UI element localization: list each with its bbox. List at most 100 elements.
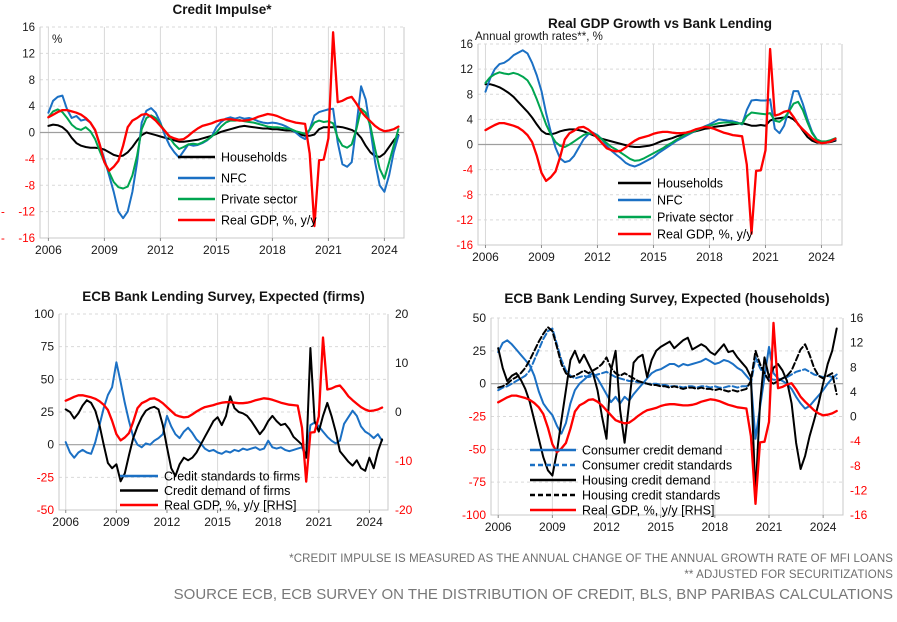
chart-title-bls-households: ECB Bank Lending Survey, Expected (house…: [504, 291, 830, 306]
y-axis-tick-label: -4: [25, 154, 36, 166]
x-axis-tick-label: 2015: [203, 243, 230, 257]
right-y-axis-tick-label: 8: [850, 360, 857, 374]
legend-label: Real GDP, %, y/y: [221, 214, 317, 228]
y-axis-tick-label: 8: [29, 75, 35, 87]
legend-label: Households: [657, 177, 723, 191]
y-axis-tick-label: -12: [456, 215, 473, 227]
series-line: [484, 71, 837, 162]
plot-border: [58, 314, 389, 511]
footer-notes: *CREDIT IMPULSE IS MEASURED AS THE ANNUA…: [174, 551, 893, 605]
y-axis-tick-label: -75: [469, 475, 487, 489]
series-line: [64, 361, 384, 459]
legend-label: Private sector: [221, 193, 297, 207]
right-y-axis-tick-label: 12: [850, 336, 864, 350]
x-axis-tick-label: 2006: [485, 520, 512, 534]
legend-label: NFC: [221, 172, 247, 186]
right-y-axis-tick-label: -12: [850, 483, 868, 497]
x-axis-tick-label: 2018: [696, 250, 723, 264]
y-axis-tick-label: 25: [41, 405, 55, 419]
right-y-axis-tick-label: -4: [850, 434, 861, 448]
right-y-axis-tick-label: 16: [850, 311, 864, 325]
x-axis-tick-label: 2012: [154, 515, 181, 529]
y-axis-tick-label: 12: [22, 48, 35, 60]
chart-title-gdp-vs-lending: Real GDP Growth vs Bank Lending: [547, 16, 773, 31]
right-y-axis-tick-label: -8: [850, 459, 861, 473]
x-axis-tick-label: 2012: [147, 243, 174, 257]
legend-label: Housing credit standards: [582, 489, 720, 503]
series-line: [497, 339, 838, 440]
y-axis-tick-label: -25: [37, 470, 55, 484]
y-axis-tick-label: 0: [479, 377, 486, 391]
y-axis-tick-label: -50: [37, 503, 55, 517]
edge-dash-artifact: -: [1, 233, 5, 245]
plot-border: [490, 318, 844, 516]
series-line: [47, 31, 400, 228]
chart-title-bls-firms: ECB Bank Lending Survey, Expected (firms…: [82, 289, 365, 304]
y-axis-tick-label: 75: [41, 340, 55, 354]
edge-dash-artifact: -: [1, 207, 5, 219]
y-axis-tick-label: 0: [467, 140, 473, 152]
right-y-axis-tick-label: -16: [850, 508, 868, 522]
y-axis-tick-label: 8: [467, 89, 473, 101]
chart-title-credit-impulse: Credit Impulse*: [172, 2, 272, 17]
y-axis-tick-label: -4: [463, 165, 474, 177]
legend-label: Real GDP, %, y/y [RHS]: [582, 504, 714, 518]
series-line: [484, 49, 837, 168]
series-line: [484, 83, 837, 148]
x-axis-tick-label: 2015: [204, 515, 231, 529]
series-line: [484, 47, 837, 235]
x-axis-tick-label: 2009: [539, 520, 566, 534]
y-axis-tick-label: 50: [41, 372, 55, 386]
bls-households-chart: 50 25 0 -25 -50 -75 -100 16 12 8 4 0 -4 -8 -12 -16 2006 2…: [462, 311, 868, 534]
y-axis-tick-label: -8: [25, 180, 35, 192]
x-axis-tick-label: 2015: [647, 520, 674, 534]
y-axis-tick-label: -100: [462, 508, 486, 522]
legend-label: Consumer credit demand: [582, 444, 722, 458]
y-axis-tick-label: -50: [469, 442, 487, 456]
y-axis-tick-label: 12: [460, 64, 473, 76]
y-axis-tick-label: -12: [18, 207, 35, 219]
x-axis-tick-label: 2018: [255, 515, 282, 529]
series-line: [47, 123, 400, 158]
x-axis-tick-label: 2021: [315, 243, 342, 257]
x-axis-tick-label: 2021: [752, 250, 779, 264]
x-axis-tick-label: 2012: [584, 250, 611, 264]
x-axis-tick-label: 2018: [259, 243, 286, 257]
panel-credit-impulse: Credit Impulse* 16 12 8 4 0 -4 -8 -12 -16 2006 200…: [0, 0, 420, 272]
x-axis-tick-label: 2015: [640, 250, 667, 264]
right-y-axis-tick-label: 20: [395, 307, 409, 321]
x-axis-tick-label: 2018: [701, 520, 728, 534]
x-axis-tick-label: 2012: [593, 520, 620, 534]
series-line: [64, 347, 384, 483]
x-axis-tick-label: 2024: [810, 520, 837, 534]
legend-label: NFC: [657, 194, 683, 208]
right-y-axis-tick-label: 0: [850, 410, 857, 424]
footnote-credit-impulse: *CREDIT IMPULSE IS MEASURED AS THE ANNUA…: [289, 553, 893, 565]
unit-label: %: [52, 34, 62, 46]
y-axis-tick-label: 16: [22, 22, 35, 34]
x-axis-tick-label: 2024: [371, 243, 398, 257]
y-axis-tick-label: 50: [473, 311, 487, 325]
x-axis-tick-label: 2024: [356, 515, 383, 529]
legend-label: Real GDP, %, y/y [RHS]: [164, 499, 296, 513]
y-axis-tick-label: 4: [467, 114, 474, 126]
y-axis-tick-label: 0: [47, 438, 54, 452]
y-axis-tick-label: -16: [18, 233, 35, 245]
x-axis-tick-label: 2009: [528, 250, 555, 264]
y-axis-tick-label: -8: [463, 190, 473, 202]
y-axis-tick-label: -16: [456, 240, 473, 252]
x-axis-tick-label: 2024: [808, 250, 835, 264]
x-axis-tick-label: 2021: [305, 515, 332, 529]
x-axis-tick-label: 2006: [472, 250, 499, 264]
x-axis-tick-label: 2006: [52, 515, 79, 529]
series-line: [497, 321, 838, 506]
source-line: SOURCE ECB, ECB SURVEY ON THE DISTRIBUTI…: [173, 586, 893, 603]
legend-label: Consumer credit standards: [582, 459, 732, 473]
right-y-axis-tick-label: 0: [395, 405, 402, 419]
y-axis-tick-label: 25: [473, 344, 487, 358]
right-y-axis-tick-label: 10: [395, 356, 409, 370]
panel-bls-households: ECB Bank Lending Survey, Expected (house…: [448, 287, 897, 545]
y-axis-tick-label: 0: [29, 128, 35, 140]
